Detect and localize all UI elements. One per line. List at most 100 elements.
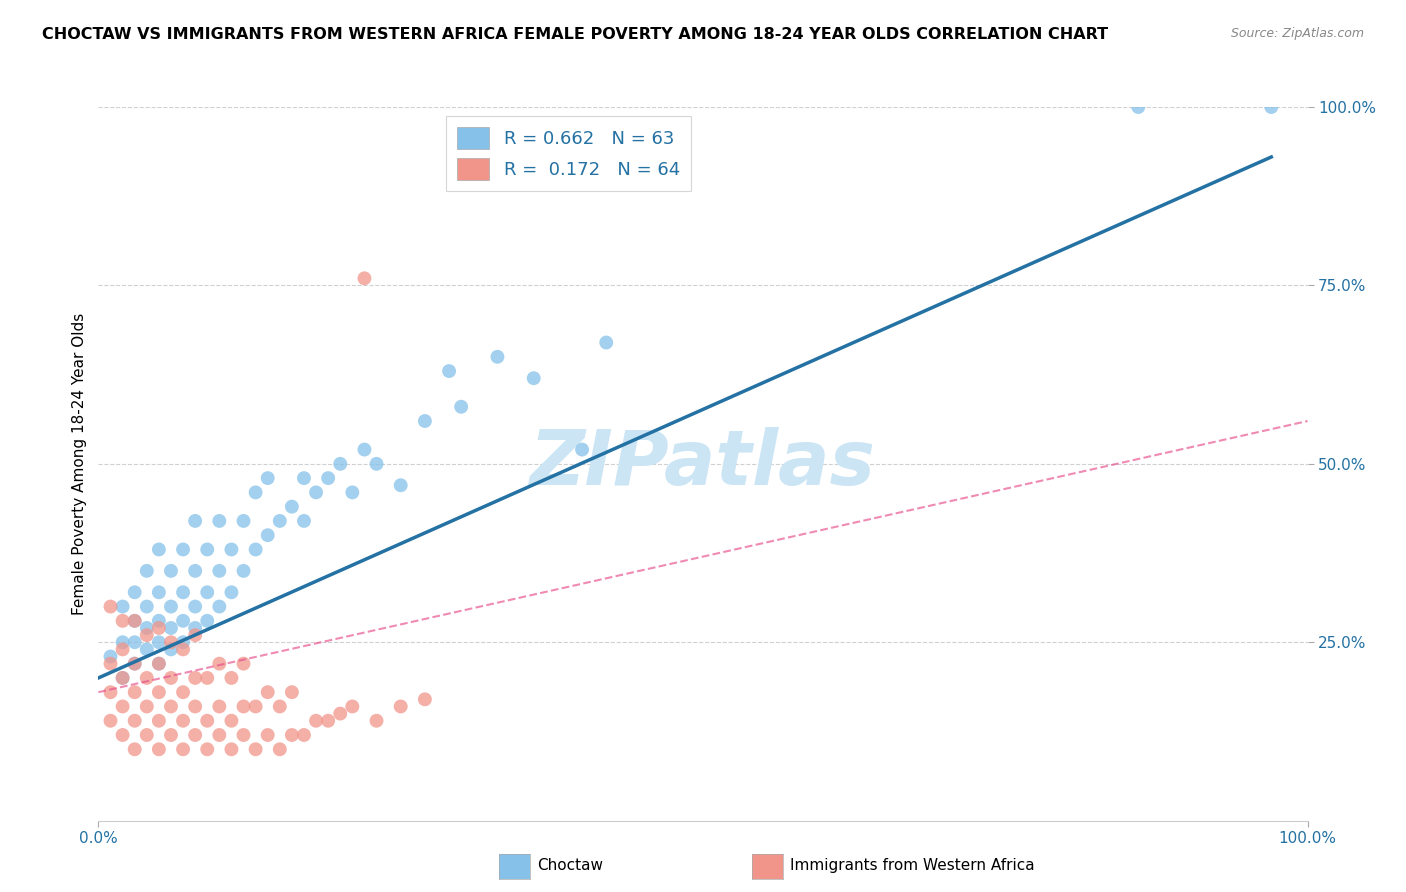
Point xyxy=(195,714,218,728)
Point xyxy=(184,699,207,714)
Point xyxy=(100,599,122,614)
Point xyxy=(172,635,194,649)
Text: ZIPatlas: ZIPatlas xyxy=(530,427,876,500)
Point xyxy=(353,442,375,457)
Point xyxy=(100,657,122,671)
Point xyxy=(172,614,194,628)
Text: Immigrants from Western Africa: Immigrants from Western Africa xyxy=(790,858,1035,872)
Legend: R = 0.662   N = 63, R =  0.172   N = 64: R = 0.662 N = 63, R = 0.172 N = 64 xyxy=(446,116,690,191)
Point xyxy=(184,599,207,614)
Point xyxy=(221,542,243,557)
Point xyxy=(184,628,207,642)
Point xyxy=(269,742,291,756)
Point xyxy=(160,564,183,578)
Point xyxy=(1128,100,1150,114)
Point xyxy=(160,699,183,714)
Point xyxy=(195,671,218,685)
Text: Choctaw: Choctaw xyxy=(537,858,603,872)
Point xyxy=(172,585,194,599)
Point xyxy=(221,714,243,728)
Text: Source: ZipAtlas.com: Source: ZipAtlas.com xyxy=(1230,27,1364,40)
Point xyxy=(148,742,170,756)
Point xyxy=(292,471,315,485)
Point xyxy=(135,628,157,642)
Point xyxy=(245,542,267,557)
Point xyxy=(111,642,134,657)
Point xyxy=(523,371,546,385)
Point xyxy=(232,514,254,528)
Point xyxy=(148,685,170,699)
Point xyxy=(160,671,183,685)
Point xyxy=(256,685,278,699)
Point xyxy=(184,514,207,528)
Point xyxy=(184,564,207,578)
Point xyxy=(148,621,170,635)
Point xyxy=(135,671,157,685)
Point xyxy=(111,671,134,685)
Point xyxy=(195,614,218,628)
Point xyxy=(172,642,194,657)
Point xyxy=(135,621,157,635)
Point xyxy=(100,685,122,699)
Point xyxy=(124,685,146,699)
Point xyxy=(281,728,304,742)
Point xyxy=(124,714,146,728)
Point xyxy=(221,585,243,599)
Point xyxy=(245,485,267,500)
Point xyxy=(135,728,157,742)
Point xyxy=(135,699,157,714)
Point xyxy=(256,471,278,485)
Point xyxy=(437,364,460,378)
Point xyxy=(124,657,146,671)
Point xyxy=(195,742,218,756)
Point xyxy=(148,657,170,671)
Point xyxy=(232,699,254,714)
Point xyxy=(135,642,157,657)
Point xyxy=(148,614,170,628)
Point xyxy=(413,414,436,428)
Point xyxy=(281,685,304,699)
Point xyxy=(413,692,436,706)
Point xyxy=(135,599,157,614)
Point xyxy=(1260,100,1282,114)
Point xyxy=(135,564,157,578)
Point xyxy=(184,728,207,742)
Point xyxy=(342,699,364,714)
Point xyxy=(232,564,254,578)
Point xyxy=(208,514,231,528)
Point xyxy=(184,621,207,635)
Point xyxy=(124,742,146,756)
Point xyxy=(111,671,134,685)
Point xyxy=(389,699,412,714)
Point xyxy=(269,699,291,714)
Y-axis label: Female Poverty Among 18-24 Year Olds: Female Poverty Among 18-24 Year Olds xyxy=(72,313,87,615)
Point xyxy=(111,599,134,614)
Point xyxy=(305,714,328,728)
Point xyxy=(329,457,352,471)
Point xyxy=(245,699,267,714)
Point xyxy=(124,657,146,671)
Point xyxy=(221,742,243,756)
Point xyxy=(232,657,254,671)
Point xyxy=(111,728,134,742)
Point xyxy=(124,585,146,599)
Point xyxy=(148,635,170,649)
Point xyxy=(148,542,170,557)
Text: CHOCTAW VS IMMIGRANTS FROM WESTERN AFRICA FEMALE POVERTY AMONG 18-24 YEAR OLDS C: CHOCTAW VS IMMIGRANTS FROM WESTERN AFRIC… xyxy=(42,27,1108,42)
Point xyxy=(148,714,170,728)
Point xyxy=(256,528,278,542)
Point xyxy=(256,728,278,742)
Point xyxy=(366,714,388,728)
Point xyxy=(100,714,122,728)
Point xyxy=(208,599,231,614)
Point xyxy=(124,635,146,649)
Point xyxy=(160,599,183,614)
Point xyxy=(148,585,170,599)
Point xyxy=(486,350,509,364)
Point xyxy=(160,728,183,742)
Point xyxy=(208,728,231,742)
Point xyxy=(389,478,412,492)
Point xyxy=(184,671,207,685)
Point xyxy=(124,614,146,628)
Point xyxy=(111,635,134,649)
